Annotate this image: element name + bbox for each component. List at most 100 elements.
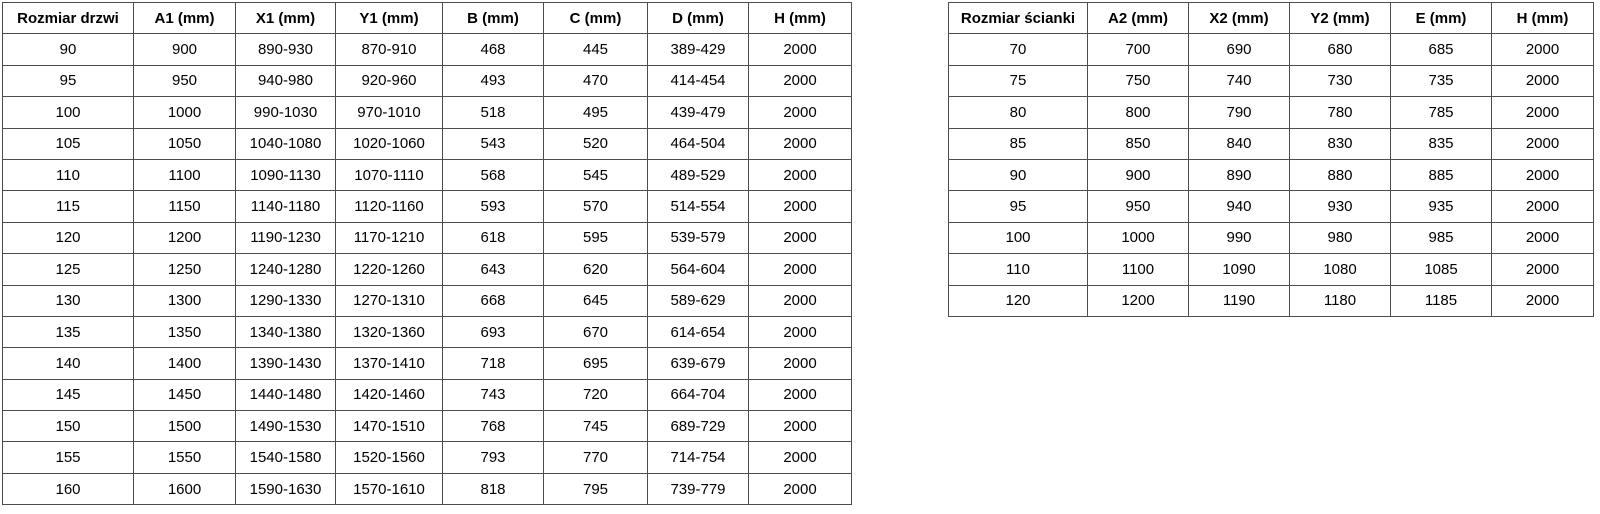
table-cell: 2000 [748, 441, 852, 474]
table-cell: 1490-1530 [235, 410, 336, 443]
table-cell: 990-1030 [235, 96, 336, 129]
table-cell: 618 [442, 221, 544, 255]
table-cell: 1190-1230 [235, 221, 336, 255]
table-cell: 1340-1380 [235, 315, 336, 349]
table-cell: 85 [948, 127, 1088, 160]
table-cell: 1070-1110 [335, 158, 443, 192]
column-header: H (mm) [748, 1, 852, 35]
table-cell: 1570-1610 [335, 472, 443, 506]
table-cell: 890 [1188, 158, 1290, 192]
table-cell: 1180 [1289, 284, 1391, 317]
table-cell: 668 [442, 284, 544, 317]
table-cell: 1140-1180 [235, 190, 336, 223]
table-cell: 95 [2, 64, 134, 98]
table-cell: 1100 [1087, 253, 1189, 286]
table-cell: 464-504 [647, 127, 749, 160]
table-cell: 2000 [748, 158, 852, 192]
table-cell: 700 [1087, 33, 1189, 66]
table-cell: 130 [2, 284, 134, 317]
table-cell: 1020-1060 [335, 127, 443, 160]
table-cell: 1200 [133, 221, 236, 255]
table-cell: 680 [1289, 33, 1391, 66]
table-cell: 389-429 [647, 33, 749, 66]
table-cell: 564-604 [647, 253, 749, 286]
table-cell: 1000 [133, 96, 236, 129]
table-cell: 1390-1430 [235, 347, 336, 380]
table-cell: 2000 [748, 253, 852, 286]
table-cell: 2000 [1491, 96, 1594, 129]
table-cell: 720 [543, 378, 648, 412]
column-header: E (mm) [1390, 1, 1492, 35]
table-cell: 489-529 [647, 158, 749, 192]
table-row: 90 900 890-930 870-910 468 445 389-429 2000 [2, 33, 852, 66]
table-cell: 75 [948, 64, 1088, 98]
table-row: 90 900 890 880 885 2000 [948, 158, 1594, 192]
table-cell: 495 [543, 96, 648, 129]
table-cell: 1500 [133, 410, 236, 443]
column-header: Rozmiar drzwi [2, 1, 134, 35]
column-header: C (mm) [543, 1, 648, 35]
column-header: Y2 (mm) [1289, 1, 1391, 35]
table-cell: 593 [442, 190, 544, 223]
column-header: H (mm) [1491, 1, 1594, 35]
table-cell: 2000 [748, 127, 852, 160]
table-cell: 745 [543, 410, 648, 443]
table-cell: 2000 [748, 378, 852, 412]
table-cell: 950 [1087, 190, 1189, 223]
table-header-row: Rozmiar drzwi A1 (mm) X1 (mm) Y1 (mm) B (mm)… [2, 1, 852, 35]
table-cell: 2000 [748, 33, 852, 66]
column-header: Rozmiar ścianki [948, 1, 1088, 35]
table-cell: 900 [133, 33, 236, 66]
table-cell: 1085 [1390, 253, 1492, 286]
table-cell: 493 [442, 64, 544, 98]
column-header: D (mm) [647, 1, 749, 35]
table-cell: 880 [1289, 158, 1391, 192]
table-cell: 470 [543, 64, 648, 98]
column-header: B (mm) [442, 1, 544, 35]
table-cell: 1550 [133, 441, 236, 474]
table-cell: 514-554 [647, 190, 749, 223]
table-row: 80 800 790 780 785 2000 [948, 96, 1594, 129]
table-cell: 2000 [1491, 253, 1594, 286]
table-cell: 140 [2, 347, 134, 380]
table-cell: 614-654 [647, 315, 749, 349]
table-cell: 768 [442, 410, 544, 443]
table-cell: 1190 [1188, 284, 1290, 317]
table-cell: 115 [2, 190, 134, 223]
table-row: 150 1500 1490-1530 1470-1510 768 745 689-729 20… [2, 410, 852, 443]
table-row: 120 1200 1190 1180 1185 2000 [948, 284, 1594, 317]
table-cell: 595 [543, 221, 648, 255]
table-cell: 439-479 [647, 96, 749, 129]
table-cell: 930 [1289, 190, 1391, 223]
table-cell: 2000 [1491, 33, 1594, 66]
table-cell: 2000 [1491, 64, 1594, 98]
table-cell: 545 [543, 158, 648, 192]
table-row: 105 1050 1040-1080 1020-1060 543 520 464-504 20… [2, 127, 852, 160]
table-cell: 1050 [133, 127, 236, 160]
table-cell: 840 [1188, 127, 1290, 160]
table-cell: 90 [2, 33, 134, 66]
table-cell: 2000 [1491, 190, 1594, 223]
table-cell: 105 [2, 127, 134, 160]
table-cell: 2000 [748, 347, 852, 380]
table-cell: 2000 [748, 221, 852, 255]
table-row: 75 750 740 730 735 2000 [948, 64, 1594, 98]
table-cell: 970-1010 [335, 96, 443, 129]
table-cell: 445 [543, 33, 648, 66]
table-row: 70 700 690 680 685 2000 [948, 33, 1594, 66]
table-row: 145 1450 1440-1480 1420-1460 743 720 664-704 20… [2, 378, 852, 412]
table-cell: 740 [1188, 64, 1290, 98]
table-cell: 1090 [1188, 253, 1290, 286]
table-cell: 1600 [133, 472, 236, 506]
table-cell: 940-980 [235, 64, 336, 98]
table-cell: 2000 [748, 96, 852, 129]
table-row: 95 950 940 930 935 2000 [948, 190, 1594, 223]
table-cell: 1450 [133, 378, 236, 412]
table-cell: 1200 [1087, 284, 1189, 317]
table-cell: 830 [1289, 127, 1391, 160]
table-cell: 1250 [133, 253, 236, 286]
table-cell: 885 [1390, 158, 1492, 192]
table-cell: 1420-1460 [335, 378, 443, 412]
table-cell: 690 [1188, 33, 1290, 66]
table-cell: 80 [948, 96, 1088, 129]
